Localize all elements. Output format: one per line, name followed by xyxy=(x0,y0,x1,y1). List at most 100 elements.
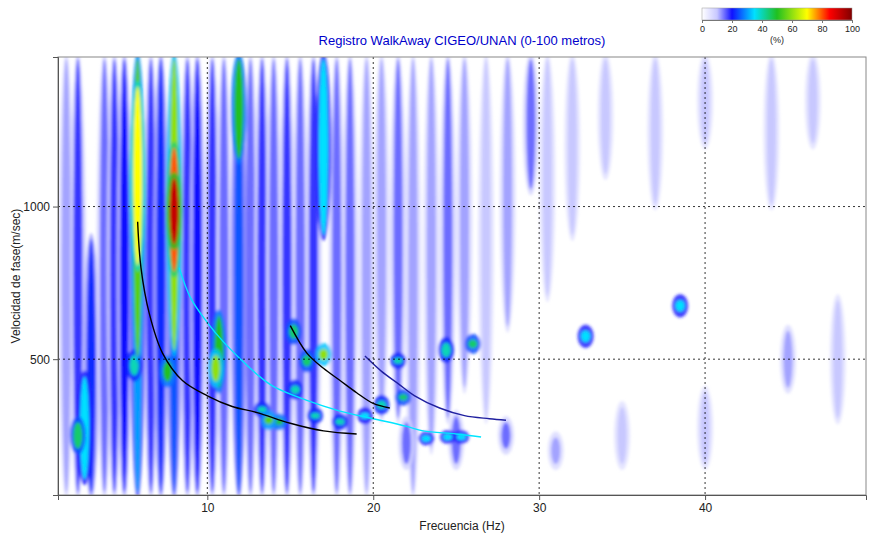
grid xyxy=(58,57,866,495)
energy-cell xyxy=(163,361,172,381)
energy-cell xyxy=(482,59,491,418)
colorbar-tick-mark xyxy=(702,20,703,23)
energy-cell xyxy=(581,331,590,342)
energy-cell xyxy=(346,59,355,493)
energy-cell xyxy=(402,422,411,464)
plot-frame xyxy=(58,57,866,495)
energy-halo xyxy=(315,343,331,366)
tick: 30 xyxy=(533,495,547,515)
energy-cell xyxy=(551,437,560,464)
grid-line-x xyxy=(207,57,208,495)
energy-cell xyxy=(676,300,685,311)
energy-halo xyxy=(614,401,630,470)
energy-cell xyxy=(296,59,305,493)
energy-halo xyxy=(166,172,182,250)
energy-halo xyxy=(423,57,439,455)
energy-halo xyxy=(539,57,555,302)
dispersion-curve xyxy=(179,268,481,437)
energy-cell xyxy=(362,59,371,493)
colorbar-tick: 20 xyxy=(727,20,737,34)
energy-cell xyxy=(170,178,179,244)
energy-cell xyxy=(170,59,179,351)
energy-halo xyxy=(438,337,454,363)
colorbar-tick-label: 0 xyxy=(700,24,705,34)
energy-halo xyxy=(261,410,277,430)
energy-halo xyxy=(208,349,224,388)
energy-halo xyxy=(359,57,375,495)
colorbar-tick-label: 80 xyxy=(817,24,827,34)
colorbar-tick-mark xyxy=(732,20,733,23)
energy-cell xyxy=(319,349,328,360)
colorbar-tick: 100 xyxy=(845,20,860,34)
energy-cell xyxy=(767,59,776,205)
energy-cell xyxy=(543,59,552,296)
x-axis: 10203040 xyxy=(59,495,867,515)
energy-cell xyxy=(319,59,328,235)
energy-cell xyxy=(442,343,451,357)
grid-line-x xyxy=(373,57,374,495)
energy-halo xyxy=(70,416,86,455)
energy-cell xyxy=(73,422,82,449)
colorbar-tick: 80 xyxy=(817,20,827,34)
energy-cell xyxy=(311,413,320,419)
tick-mark xyxy=(705,495,706,500)
energy-cell xyxy=(427,59,436,449)
colorbar-tick: 40 xyxy=(757,20,767,34)
tick-label: 30 xyxy=(533,501,547,515)
energy-halo xyxy=(70,57,86,495)
colorbar-tick: 60 xyxy=(787,20,797,34)
energy-halo xyxy=(578,325,594,348)
colorbar-tick-label: 40 xyxy=(757,24,767,34)
tick-label: 20 xyxy=(367,501,381,515)
energy-halo xyxy=(189,57,205,495)
energy-halo xyxy=(548,431,564,470)
energy-halo xyxy=(315,57,331,241)
energy-cell xyxy=(156,59,165,493)
grid-line-x xyxy=(539,57,540,495)
energy-cell xyxy=(62,59,71,493)
dispersion-curve xyxy=(365,356,506,420)
colorbar-tick-label: 100 xyxy=(845,24,860,34)
grid-line-x xyxy=(705,57,706,495)
tick: 40 xyxy=(699,495,713,515)
grid-line-y xyxy=(58,206,866,207)
tick-mark xyxy=(53,207,58,208)
energy-halo xyxy=(453,430,469,444)
energy-halo xyxy=(231,57,247,165)
dispersion-curve xyxy=(290,326,390,408)
energy-cell xyxy=(234,59,243,159)
tick: 1000 xyxy=(23,200,58,214)
energy-cell xyxy=(443,59,452,418)
energy-halo xyxy=(332,413,348,430)
tick-mark xyxy=(539,495,540,500)
tick-mark xyxy=(53,359,58,360)
energy-cell xyxy=(336,419,345,425)
tick-mark xyxy=(373,495,374,500)
energy-halo xyxy=(500,57,516,333)
y-axis-title: Velocidad de fase(m/sec) xyxy=(9,209,23,344)
energy-halo xyxy=(647,57,663,211)
energy-halo xyxy=(130,57,146,495)
colorbar-axis-line xyxy=(703,21,853,24)
tick: 500 xyxy=(30,353,58,367)
colorbar-gradient xyxy=(702,8,852,20)
energy-cell xyxy=(618,407,627,464)
colorbar-tick-label: 20 xyxy=(727,24,737,34)
axis-line xyxy=(53,58,59,496)
x-axis-title: Frecuencia (Hz) xyxy=(419,519,504,533)
plot-area: 102030405001000 xyxy=(23,53,866,515)
colorbar: 020406080100(%) xyxy=(700,8,860,45)
energy-halo xyxy=(440,57,456,424)
tick-label: 40 xyxy=(699,501,713,515)
tick-label: 1000 xyxy=(23,200,50,214)
colorbar-tick: 0 xyxy=(700,20,705,34)
energy-halo xyxy=(564,57,580,241)
energy-halo xyxy=(805,57,821,150)
energy-cell xyxy=(399,394,408,400)
energy-cell xyxy=(422,436,431,442)
energy-halo xyxy=(598,57,614,180)
energy-halo xyxy=(763,57,779,211)
energy-cell xyxy=(394,358,403,364)
energy-cell xyxy=(501,422,510,449)
energy-halo xyxy=(166,57,182,495)
